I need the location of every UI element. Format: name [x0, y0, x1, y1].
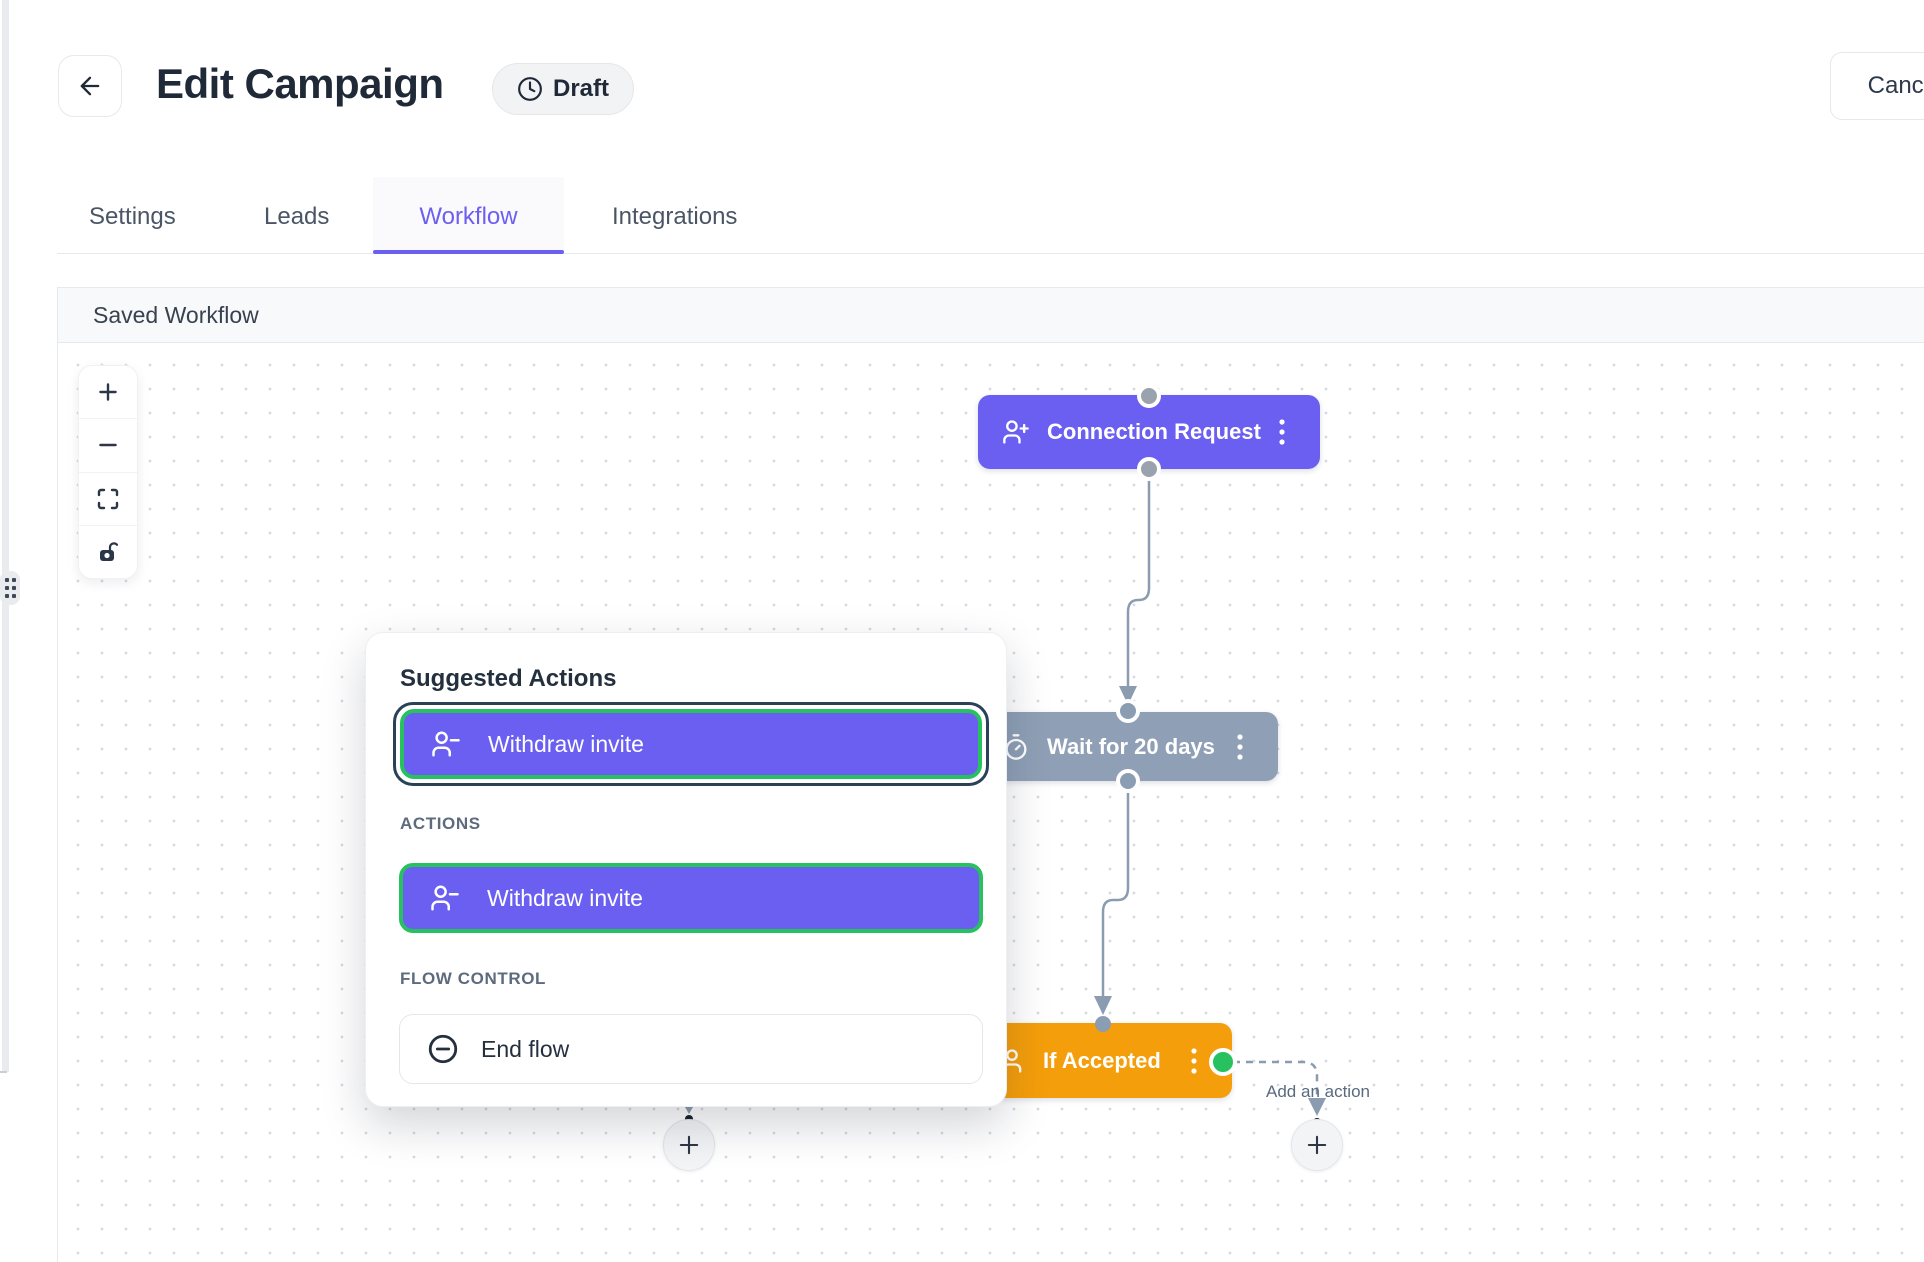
node-menu-button[interactable] — [1236, 731, 1244, 763]
withdraw-invite-suggested-button[interactable]: Withdraw invite — [400, 709, 982, 779]
user-minus-icon — [431, 729, 461, 759]
circle-minus-icon — [426, 1032, 460, 1066]
end-flow-button[interactable]: End flow — [399, 1014, 983, 1084]
node-if-accepted[interactable]: If Accepted — [974, 1023, 1232, 1098]
add-action-button[interactable] — [1291, 1119, 1343, 1171]
tab-bar: Settings Leads Workflow Integrations — [0, 170, 1924, 254]
tab-settings[interactable]: Settings — [89, 203, 176, 230]
panel-resize-track-end — [0, 1071, 7, 1073]
fit-view-icon — [96, 487, 120, 511]
minus-icon — [95, 432, 121, 458]
node-label: Wait for 20 days — [1047, 733, 1215, 759]
user-minus-icon — [430, 883, 460, 913]
suggested-actions-popup: Suggested Actions Withdraw invite ACTION… — [365, 632, 1007, 1107]
active-tab-background — [373, 177, 564, 254]
add-step-button[interactable] — [663, 1119, 715, 1171]
node-label: Connection Request — [1047, 419, 1261, 444]
user-plus-icon — [1002, 418, 1030, 446]
cancel-button[interactable]: Cancel — [1830, 52, 1924, 120]
section-heading-actions: ACTIONS — [400, 814, 481, 833]
active-tab-underline — [373, 250, 564, 254]
button-label: End flow — [481, 1035, 570, 1062]
plus-icon — [1303, 1131, 1331, 1159]
arrow-left-icon — [76, 72, 104, 100]
fit-view-button[interactable] — [79, 471, 137, 525]
node-handle-bottom[interactable] — [1116, 769, 1140, 793]
plus-icon — [675, 1131, 703, 1159]
canvas-controls — [78, 365, 138, 579]
button-label: Withdraw invite — [487, 884, 643, 911]
page-title: Edit Campaign — [156, 60, 444, 107]
tabbar-divider — [57, 253, 1924, 254]
status-badge: Draft — [492, 63, 635, 115]
withdraw-invite-button[interactable]: Withdraw invite — [399, 863, 983, 933]
button-label: Withdraw invite — [488, 730, 644, 757]
node-handle-accepted[interactable] — [1209, 1048, 1237, 1076]
node-menu-button[interactable] — [1278, 416, 1286, 448]
tab-leads[interactable]: Leads — [264, 203, 330, 230]
workflow-panel-title: Saved Workflow — [93, 301, 259, 328]
unlock-icon — [96, 540, 120, 564]
node-handle-top[interactable] — [1116, 699, 1140, 723]
tab-workflow[interactable]: Workflow — [419, 203, 518, 230]
node-menu-button[interactable] — [1190, 1045, 1198, 1077]
clock-icon — [517, 76, 543, 102]
section-heading-flow-control: FLOW CONTROL — [400, 969, 547, 988]
suggested-action-focus-ring: Withdraw invite — [393, 702, 989, 786]
node-handle-bottom[interactable] — [1137, 457, 1161, 481]
panel-resize-track — [2, 0, 9, 1072]
plus-icon — [95, 379, 121, 405]
tab-integrations[interactable]: Integrations — [612, 203, 738, 230]
workflow-panel-header: Saved Workflow — [58, 288, 1924, 343]
zoom-in-button[interactable] — [79, 366, 137, 418]
node-handle-top[interactable] — [1095, 1016, 1111, 1032]
node-label: If Accepted — [1043, 1047, 1161, 1073]
panel-resize-handle[interactable] — [0, 571, 20, 605]
back-button[interactable] — [58, 55, 122, 117]
status-badge-label: Draft — [553, 75, 610, 102]
node-handle-top[interactable] — [1137, 384, 1161, 408]
lock-toggle-button[interactable] — [79, 524, 137, 578]
popup-title: Suggested Actions — [400, 665, 617, 692]
zoom-out-button[interactable] — [79, 418, 137, 471]
add-action-label: Add an action — [1266, 1082, 1370, 1101]
